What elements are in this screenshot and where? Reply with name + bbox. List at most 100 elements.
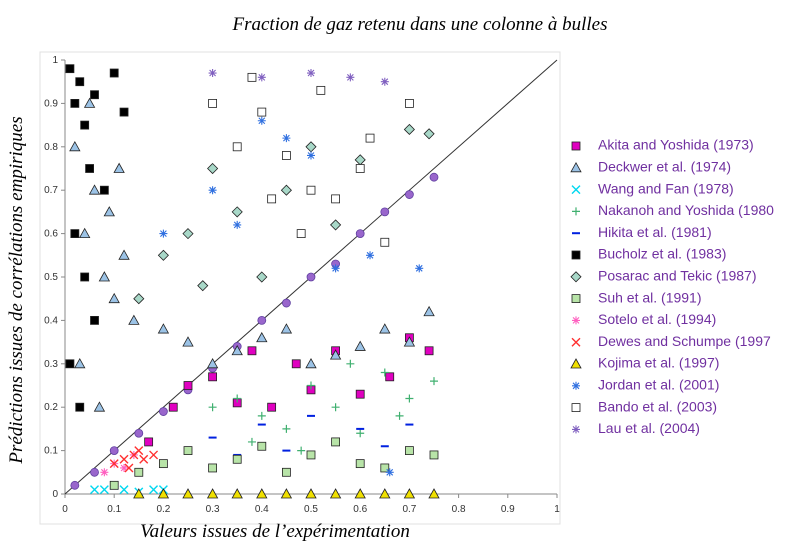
scatter-point (379, 488, 391, 499)
x-tick-label: 0.5 (304, 504, 318, 515)
y-tick-label: 0.2 (44, 402, 58, 413)
y-tick-label: 0.5 (44, 272, 58, 283)
scatter-point (103, 206, 115, 217)
scatter-point (208, 372, 218, 382)
scatter-point (355, 459, 365, 469)
scatter-point (118, 249, 130, 260)
scatter-point (257, 107, 267, 117)
scatter-point (307, 381, 315, 390)
scatter-point (119, 107, 129, 117)
legend-marker (572, 207, 580, 216)
scatter-point (296, 229, 306, 239)
scatter-point (281, 151, 291, 160)
scatter-point (128, 314, 140, 325)
legend-marker (571, 185, 581, 195)
scatter-point (331, 403, 340, 412)
scatter-point (257, 116, 266, 125)
scatter-point (109, 459, 119, 469)
legend-marker (570, 161, 582, 173)
chart-title: Fraction de gaz retenu dans une colonne … (231, 14, 607, 35)
scatter-point (119, 485, 129, 495)
scatter-point (183, 381, 193, 390)
scatter-point (306, 272, 316, 282)
scatter-point (70, 229, 80, 239)
x-tick-label: 0.8 (452, 504, 466, 515)
scatter-point (379, 323, 391, 334)
legend-marker (572, 316, 580, 325)
scatter-point (247, 437, 256, 446)
scatter-point (280, 323, 293, 334)
scatter-point (380, 368, 389, 377)
scatter-point (208, 403, 217, 412)
scatter-point (307, 151, 315, 160)
scatter-point (404, 446, 414, 456)
legend-marker (571, 294, 581, 304)
scatter-point (159, 229, 168, 238)
legend-marker (572, 381, 580, 390)
scatter-point (331, 194, 341, 204)
scatter-point (168, 402, 178, 412)
scatter-point (385, 468, 394, 477)
scatter-point (423, 128, 435, 140)
legend-marker (570, 358, 582, 369)
x-axis-label: Valeurs issues de l’expérimentation (140, 521, 410, 542)
scatter-point (231, 344, 243, 356)
scatter-point (182, 228, 194, 240)
x-tick-label: 0.7 (402, 504, 416, 515)
scatter-point (158, 407, 168, 416)
legend-label: Nakanoh and Yoshida (1980 (598, 202, 774, 218)
x-tick-label: 0.9 (501, 504, 515, 515)
scatter-point (257, 411, 266, 420)
scatter-point (65, 359, 75, 369)
scatter-point (331, 264, 340, 273)
legend-marker (571, 250, 581, 260)
scatter-point (124, 463, 134, 473)
scatter-point (208, 463, 218, 473)
scatter-point (256, 488, 268, 499)
scatter-point (90, 485, 100, 495)
legend-label: Deckwer et al. (1974) (598, 159, 731, 175)
scatter-point (90, 315, 99, 325)
scatter-point (70, 480, 80, 490)
legend-marker (570, 271, 582, 283)
legend-label: Hikita et al. (1981) (598, 224, 712, 240)
scatter-point (256, 331, 268, 343)
scatter-point (267, 402, 277, 412)
scatter-point (208, 69, 217, 78)
scatter-point (233, 220, 242, 229)
x-tick-label: 1 (554, 504, 560, 515)
scatter-point (256, 271, 268, 283)
scatter-point (280, 184, 292, 196)
scatter-point (231, 206, 243, 218)
scatter-point (69, 140, 81, 152)
x-tick-label: 0.4 (255, 504, 269, 515)
scatter-point (404, 99, 414, 108)
scatter-point (74, 357, 86, 369)
legend-label: Bucholz et al. (1983) (598, 246, 726, 262)
scatter-point (233, 394, 242, 403)
scatter-point (346, 73, 355, 82)
scatter-point (109, 68, 119, 78)
scatter-point (429, 172, 439, 182)
legend-label: Suh et al. (1991) (598, 289, 702, 305)
scatter-point (424, 346, 434, 356)
scatter-point (99, 185, 109, 195)
legend-marker (571, 141, 581, 151)
scatter-point (403, 336, 416, 347)
scatter-point (282, 134, 291, 143)
legend-marker (572, 425, 580, 434)
scatter-point (415, 264, 424, 273)
scatter-point (113, 162, 125, 173)
scatter-point (208, 186, 217, 195)
legend-label: Kojima et al. (1997) (598, 355, 719, 371)
scatter-point (75, 77, 85, 87)
scatter-point (157, 488, 170, 499)
scatter-point (133, 293, 145, 305)
y-tick-label: 0.3 (44, 359, 58, 370)
legend-label: Jordan et al. (2001) (598, 377, 719, 393)
scatter-point (329, 488, 342, 499)
scatter-point (346, 359, 355, 368)
scatter-point (158, 459, 168, 469)
scatter-point (385, 372, 395, 382)
